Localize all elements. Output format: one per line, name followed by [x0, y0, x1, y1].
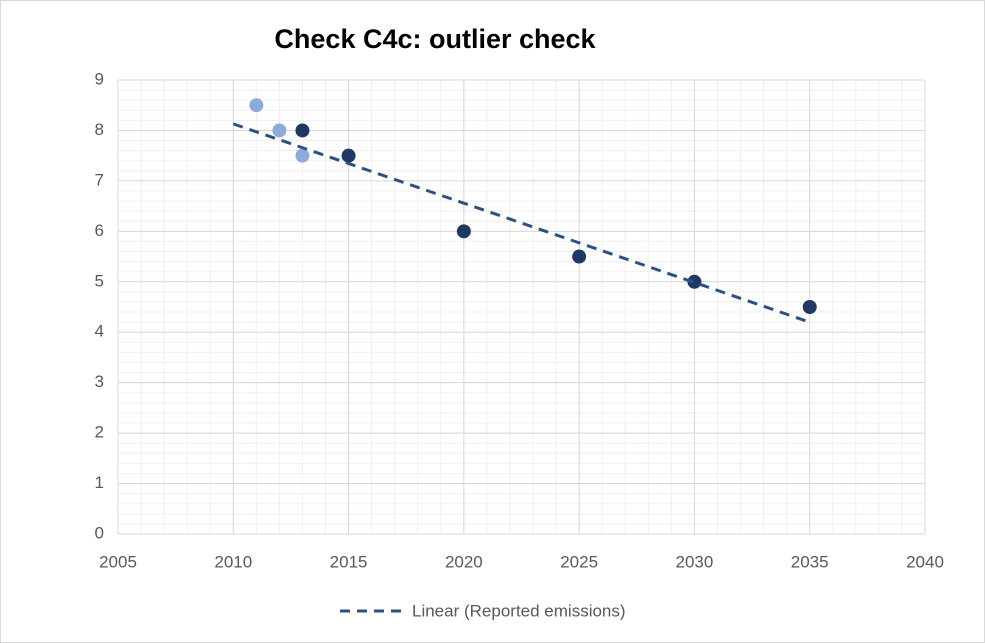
y-tick-label: 7	[95, 170, 104, 189]
x-tick-label: 2035	[791, 552, 829, 571]
y-tick-label: 5	[95, 271, 104, 290]
y-tick-label: 0	[95, 523, 104, 542]
point	[249, 98, 264, 113]
point	[687, 274, 702, 289]
x-tick-label: 2040	[906, 552, 944, 571]
point	[272, 123, 287, 138]
y-tick-label: 9	[95, 69, 104, 88]
x-tick-label: 2030	[676, 552, 714, 571]
y-tick-label: 3	[95, 372, 104, 391]
y-tick-label: 4	[95, 322, 104, 341]
point	[802, 300, 817, 314]
point	[572, 249, 587, 264]
point	[456, 224, 471, 239]
y-tick-label: 1	[95, 473, 104, 492]
y-tick-label: 2	[95, 423, 104, 442]
point	[341, 148, 356, 163]
chart-title: Check C4c: outlier check	[274, 24, 596, 54]
point	[295, 148, 310, 163]
x-tick-label: 2020	[445, 552, 483, 571]
x-tick-label: 2010	[214, 552, 252, 571]
x-tick-label: 2005	[99, 552, 137, 571]
x-tick-label: 2015	[330, 552, 368, 571]
point	[295, 123, 310, 138]
x-tick-label: 2025	[560, 552, 598, 571]
y-tick-label: 6	[95, 221, 104, 240]
legend-label: Linear (Reported emissions)	[412, 601, 626, 620]
y-tick-label: 8	[95, 120, 104, 139]
